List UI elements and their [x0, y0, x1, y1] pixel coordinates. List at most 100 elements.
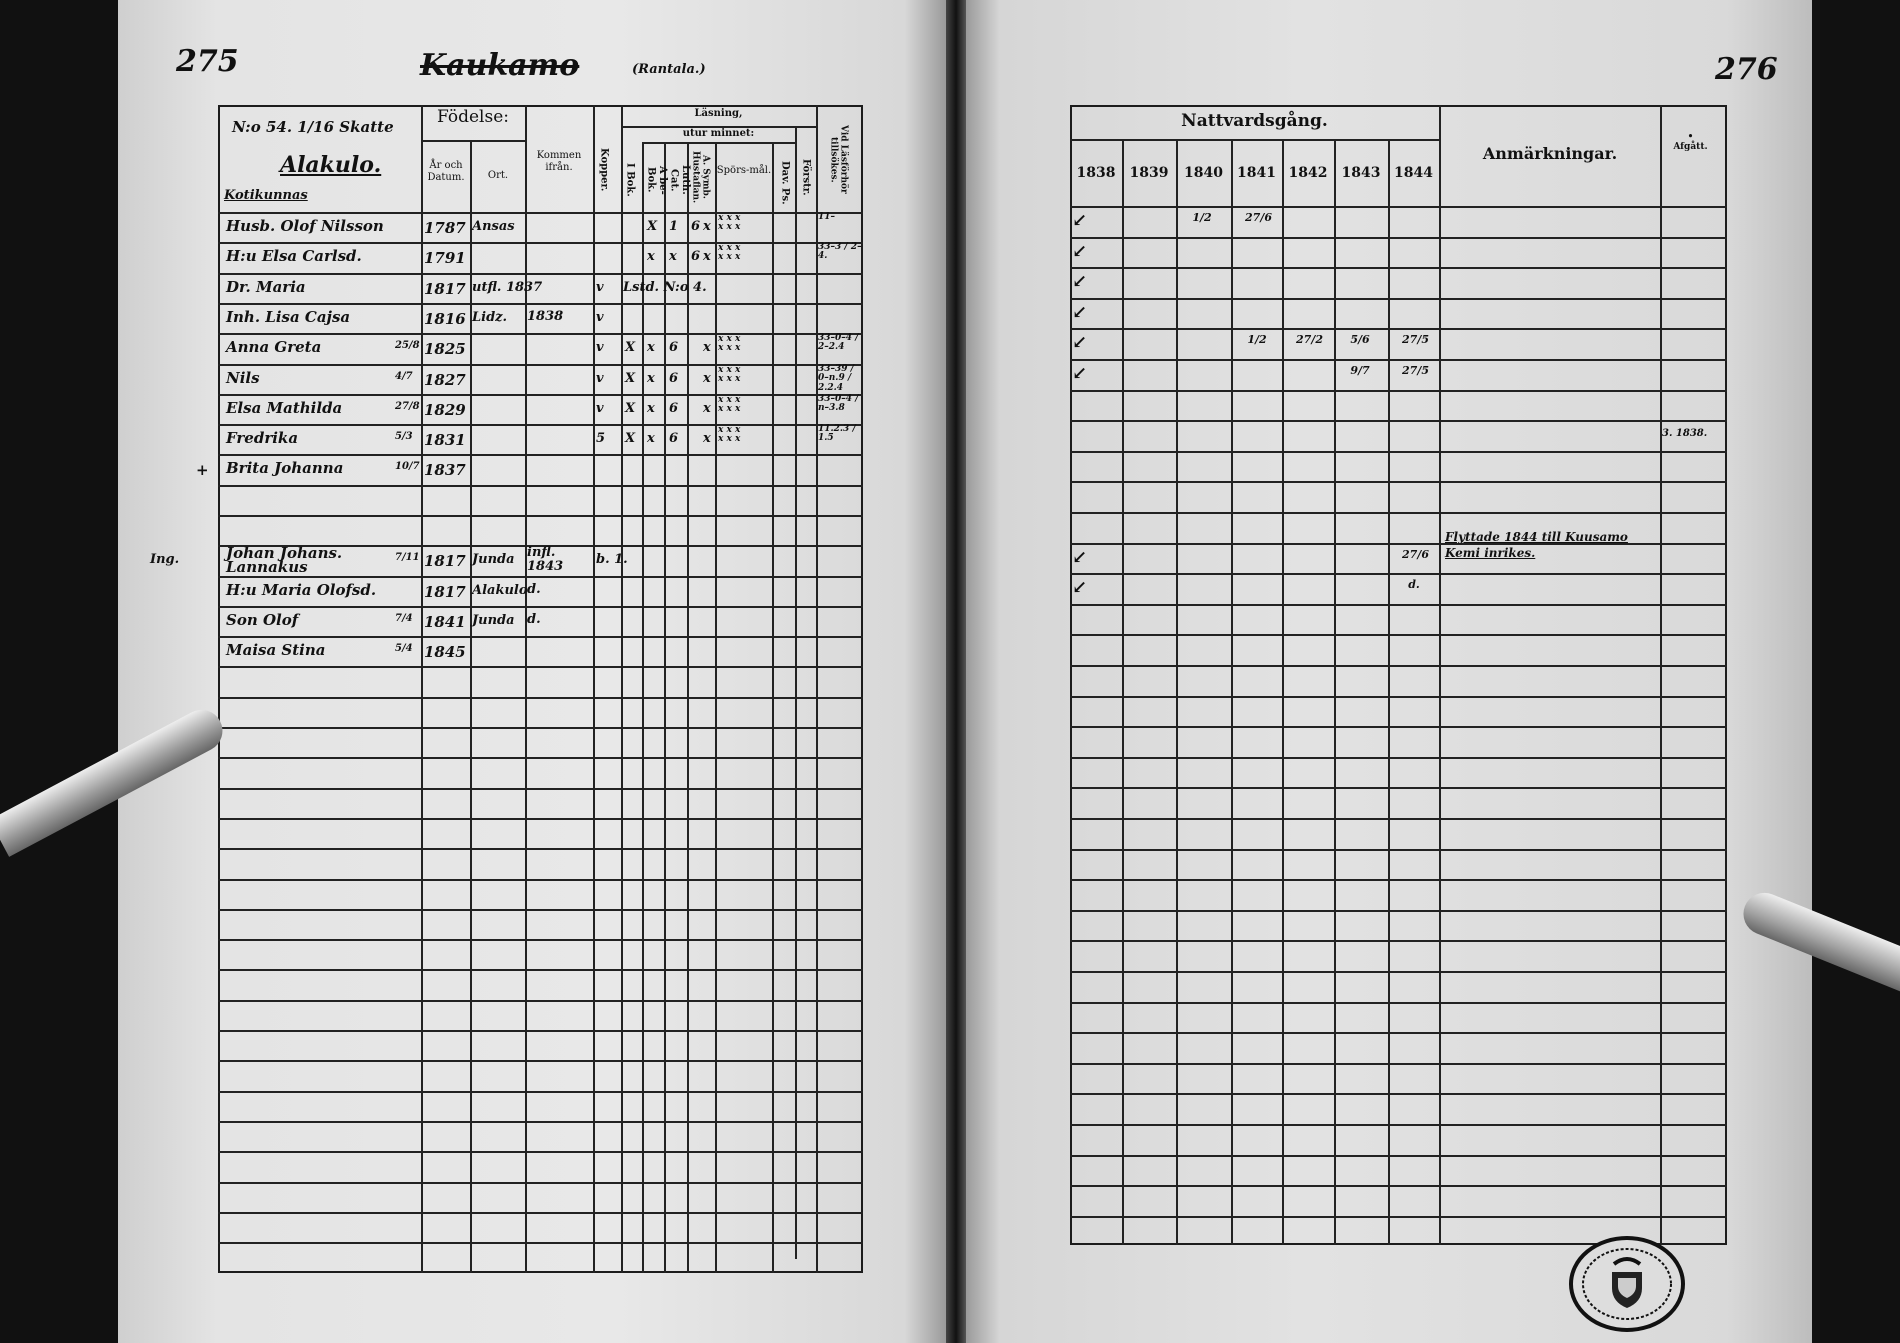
communion-date-1844: d. [1408, 578, 1420, 591]
header-luth-cat: Luth. Cat. [668, 165, 692, 195]
book-gutter [946, 0, 966, 1343]
entry-spors: x x x x x x [718, 334, 741, 353]
entry-mark: + [196, 461, 209, 479]
row-line [218, 666, 863, 668]
communion-date-1842: 27/2 [1296, 333, 1323, 346]
entry-luth: 6 [669, 401, 679, 416]
entry-luth: 6 [669, 340, 679, 355]
header-ar-datum: År och Datum. [427, 160, 465, 183]
row-line [218, 1091, 863, 1093]
checkmark-icon: ↙ [1072, 271, 1088, 292]
entry-spors: x x x x x x [718, 243, 741, 262]
entry-name: Nils [226, 369, 260, 387]
header-vid-lasforhor: Vid Läsförhör tillsökes. [828, 125, 849, 194]
row-line [218, 848, 863, 850]
communion-date-1841: 1/2 [1247, 333, 1267, 346]
row-line [1070, 420, 1727, 422]
entry-name: Elsa Mathilda [226, 399, 343, 417]
row-line [218, 212, 863, 214]
row-line [218, 1060, 863, 1062]
column-line [421, 105, 423, 1273]
header-forstr: Förstr. [800, 159, 812, 196]
communion-date-1844: 27/6 [1402, 548, 1429, 561]
row-line [1070, 696, 1727, 698]
column-line [1439, 105, 1441, 1245]
entry-name: H:u Maria Olofsd. [226, 581, 377, 599]
row-line [1070, 267, 1727, 269]
entry-luth: 1 [669, 219, 679, 234]
row-line [1070, 1032, 1727, 1034]
checkmark-icon: ↙ [1072, 241, 1088, 262]
entry-name: Husb. Olof Nilsson [226, 217, 384, 235]
row-line [218, 606, 863, 608]
left-page [118, 0, 946, 1343]
row-line [218, 454, 863, 456]
row-line [1070, 390, 1727, 392]
table-border [1070, 105, 1727, 1245]
column-line [525, 105, 527, 1273]
entry-note: Lstd. N:o 4. [623, 280, 707, 295]
header-nattvardsgang: Nattvardsgång. [1181, 111, 1328, 131]
communion-date-1843: 9/7 [1350, 364, 1370, 377]
entry-year: 1841 [424, 613, 466, 631]
row-line [1070, 634, 1727, 636]
column-line [621, 105, 623, 1273]
row-line [218, 1121, 863, 1123]
row-line [218, 242, 863, 244]
row-line [1070, 237, 1727, 239]
column-line [642, 142, 644, 1273]
row-line [218, 545, 863, 547]
header-dav-ps: Dav. Ps. [779, 160, 791, 205]
entry-year: 1845 [424, 643, 466, 661]
entry-day: 25/8 [395, 340, 420, 351]
entry-spors: x x x x x x [718, 365, 741, 384]
entry-year: 1831 [424, 431, 466, 449]
row-line [1070, 573, 1727, 575]
header-line [642, 142, 795, 144]
header-line [421, 140, 525, 142]
row-line [1070, 512, 1727, 514]
entry-day: 27/8 [395, 401, 420, 412]
column-line [687, 142, 689, 1273]
communion-date-1843: 5/6 [1350, 333, 1370, 346]
row-line [218, 969, 863, 971]
afgatt-entry: 3. 1838. [1662, 428, 1708, 439]
row-line [218, 1182, 863, 1184]
header-afgatt-label: Afgått. [1673, 142, 1708, 153]
entry-year: 1827 [424, 371, 466, 389]
row-line [1070, 940, 1727, 942]
row-line [218, 1151, 863, 1153]
entry-name: Maisa Stina [226, 641, 326, 659]
entry-year: 1817 [424, 552, 466, 570]
entry-year: 1817 [424, 583, 466, 601]
column-line [795, 128, 797, 1259]
entry-kopper: v [596, 401, 604, 416]
entry-abe: X [647, 219, 658, 234]
entry-year: 1816 [424, 310, 466, 328]
table-border [218, 105, 863, 1273]
row-line [218, 424, 863, 426]
row-line [218, 879, 863, 881]
header-year-1842: 1842 [1288, 165, 1328, 181]
entry-margin: Ing. [150, 552, 180, 567]
column-line [593, 105, 595, 1273]
entry-kopper: v [596, 371, 604, 386]
row-line [1070, 1002, 1727, 1004]
row-line [218, 394, 863, 396]
entry-luth: 6 [669, 371, 679, 386]
header-i-bok: I Bok. [624, 163, 636, 197]
entry-ort: utfl. 1837 [472, 280, 543, 295]
household-subtitle: Kotikunnas [224, 188, 308, 203]
communion-date-1844: 27/5 [1402, 364, 1429, 377]
right-page-number: 276 [1715, 52, 1778, 87]
column-line [715, 142, 717, 1273]
row-line [1070, 1155, 1727, 1157]
entry-day: 7/11 [395, 552, 420, 563]
entry-kopper: v [596, 310, 604, 325]
row-line [218, 636, 863, 638]
entry-year: 1829 [424, 401, 466, 419]
row-line [1070, 757, 1727, 759]
header-sporsmal: Spörs-mål. [716, 165, 772, 176]
entry-kommen: infl. 1843 [527, 545, 564, 574]
checkmark-icon: ↙ [1072, 547, 1088, 568]
